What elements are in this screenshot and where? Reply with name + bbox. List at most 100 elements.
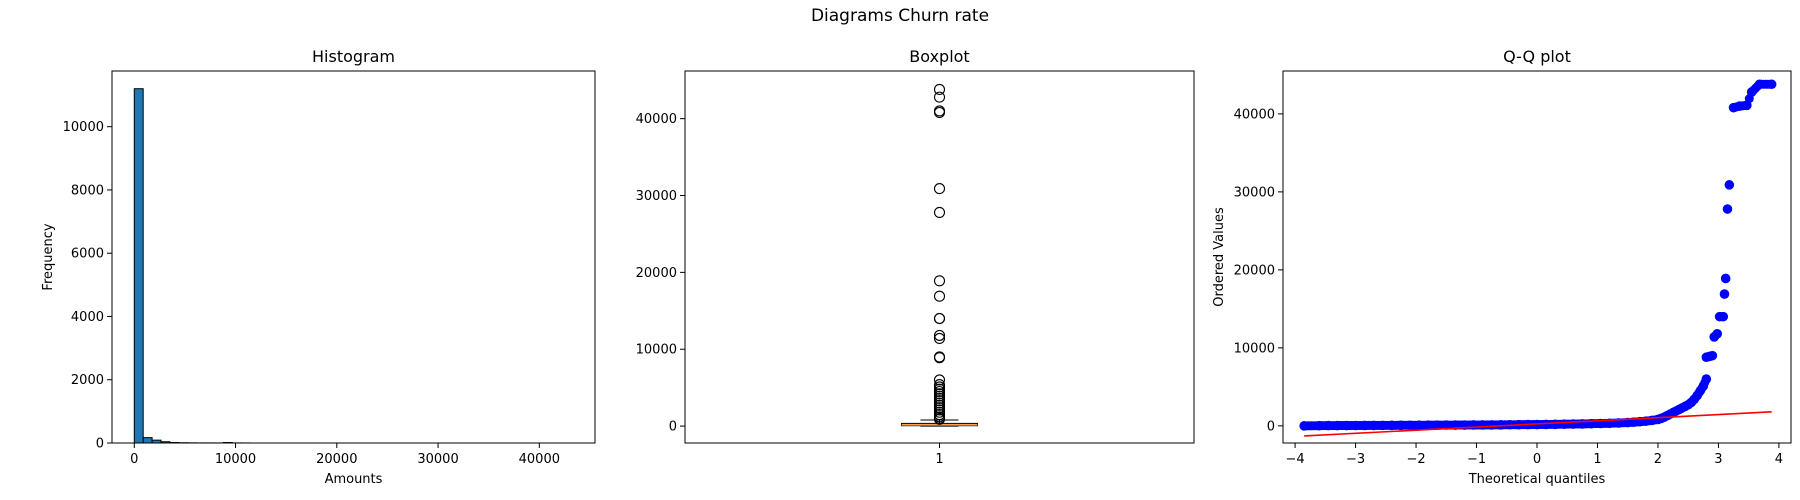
y-tick-label: 0 <box>96 437 104 452</box>
qq-point <box>1396 420 1406 431</box>
qq-point <box>1550 419 1560 430</box>
qq-point <box>1359 420 1370 431</box>
x-tick-label: −4 <box>1286 452 1305 467</box>
qq-point <box>1414 420 1424 431</box>
outlier-point <box>933 106 946 119</box>
x-axis-label: Amounts <box>325 472 383 487</box>
qq-fit-line <box>1304 411 1772 437</box>
x-tick-label: −2 <box>1406 452 1425 467</box>
qq-point <box>1718 311 1729 322</box>
qq-point <box>1719 289 1730 299</box>
y-tick-label: 30000 <box>636 189 677 204</box>
outlier-point <box>933 352 946 364</box>
qq-point <box>1299 421 1309 431</box>
y-tick-label: 20000 <box>1234 263 1275 278</box>
qq-point <box>1495 420 1506 430</box>
x-tick-label: 1 <box>935 452 943 467</box>
y-tick-label: 2000 <box>71 373 104 388</box>
outlier-point <box>933 183 946 195</box>
qq-point <box>1314 420 1325 431</box>
qq-point <box>1746 87 1757 97</box>
qq-point <box>1468 420 1479 430</box>
outlier-point <box>933 206 946 218</box>
qq-point <box>1350 420 1361 431</box>
histogram-bar <box>142 437 153 444</box>
qq-plot-panel: Q-Q plot −4 −3 −2 −1 0 1 2 3 4 0 10000 20000 30000 400… <box>1212 47 1792 487</box>
boxplot-panel: Boxplot 1 0 10000 20000 30000 40000 <box>636 47 1195 467</box>
axes-frame <box>111 70 596 444</box>
outlier-point <box>933 332 946 345</box>
qq-point <box>1568 419 1579 429</box>
axes-title: Boxplot <box>909 47 969 66</box>
outlier-point <box>933 374 946 386</box>
qq-point <box>1742 100 1752 111</box>
qq-point <box>1441 420 1452 430</box>
y-axis-label: Ordered Values <box>1212 207 1227 307</box>
outlier-point <box>933 413 946 425</box>
axes-title: Q-Q plot <box>1503 47 1571 66</box>
qq-point <box>1577 419 1588 429</box>
x-tick-label: 2 <box>1654 452 1662 467</box>
qq-point <box>1541 419 1551 430</box>
qq-point <box>1432 420 1443 430</box>
qq-point <box>1701 374 1712 384</box>
y-axis-label: Frequency <box>41 223 56 290</box>
y-tick-label: 40000 <box>1234 107 1275 122</box>
y-tick-label: 4000 <box>71 310 104 325</box>
qq-point <box>1368 420 1379 431</box>
x-axis-label: Theoretical quantiles <box>1468 472 1606 487</box>
x-tick-label: 30000 <box>417 452 458 467</box>
y-tick-label: 10000 <box>636 343 677 358</box>
outlier-point <box>933 83 946 95</box>
qq-point <box>1766 79 1777 90</box>
qq-point <box>1332 420 1343 431</box>
histogram-panel: Histogram 0 10000 20000 30000 40000 0 2000 4000 6… <box>41 47 596 487</box>
qq-point <box>1734 101 1745 111</box>
qq-point <box>1720 273 1731 284</box>
x-tick-label: 10000 <box>215 452 256 467</box>
x-tick-label: −3 <box>1346 452 1365 467</box>
outlier-point <box>933 329 946 341</box>
y-tick-label: 0 <box>669 420 677 435</box>
qq-point <box>1707 350 1718 361</box>
outlier-point <box>933 312 946 325</box>
y-tick-label: 40000 <box>636 112 677 127</box>
x-tick-label: −1 <box>1467 452 1486 467</box>
y-tick-label: 6000 <box>71 247 104 262</box>
x-tick-label: 0 <box>1533 452 1541 467</box>
axes-frame <box>684 70 1195 444</box>
x-tick-label: 40000 <box>519 452 560 467</box>
outlier-point <box>933 290 946 302</box>
outlier-point <box>933 275 946 287</box>
y-tick-label: 30000 <box>1234 185 1275 200</box>
axes-title: Histogram <box>312 47 395 66</box>
y-tick-label: 8000 <box>71 183 104 198</box>
outlier-point <box>933 91 946 103</box>
qq-point <box>1405 420 1415 431</box>
y-tick-label: 10000 <box>63 120 104 135</box>
x-tick-label: 3 <box>1714 452 1722 467</box>
qq-point <box>1423 420 1433 430</box>
qq-point <box>1722 204 1733 214</box>
qq-point <box>1486 420 1497 430</box>
axes-frame <box>1282 70 1792 444</box>
qq-point <box>1477 420 1488 430</box>
y-tick-label: 20000 <box>636 266 677 281</box>
x-tick-label: 4 <box>1775 452 1783 467</box>
x-tick-label: 1 <box>1593 452 1601 467</box>
x-tick-label: 0 <box>130 452 138 467</box>
y-tick-label: 10000 <box>1234 341 1275 356</box>
figure-suptitle: Diagrams Churn rate <box>810 6 990 26</box>
x-tick-label: 20000 <box>316 452 357 467</box>
qq-point <box>1387 420 1397 431</box>
qq-point <box>1377 420 1388 431</box>
qq-point <box>1559 419 1570 430</box>
qq-point <box>1724 180 1735 190</box>
y-tick-label: 0 <box>1267 419 1275 434</box>
qq-point <box>1754 79 1765 90</box>
histogram-bar <box>133 88 144 444</box>
qq-point <box>1712 329 1723 339</box>
qq-point <box>1341 420 1352 431</box>
qq-point <box>1323 420 1334 431</box>
